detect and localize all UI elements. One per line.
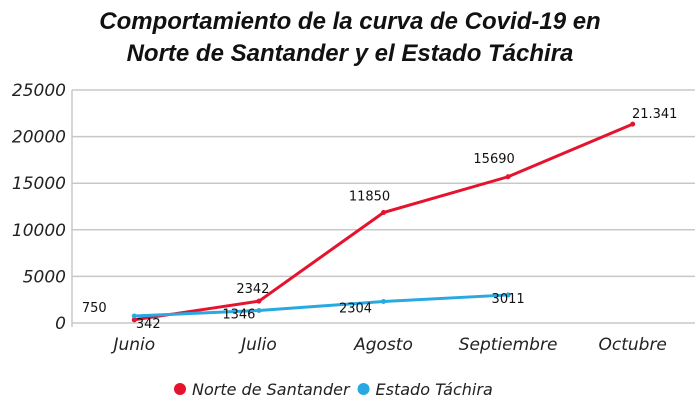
data-point: [131, 313, 137, 319]
data-label: 3011: [492, 292, 525, 307]
data-point: [505, 174, 511, 180]
data-label: 21.341: [632, 107, 678, 122]
y-tick-label: 25000: [12, 81, 66, 101]
data-label: 2304: [339, 302, 372, 317]
title-line-2: Norte de Santander y el Estado Táchira: [126, 40, 574, 67]
data-label: 750: [82, 301, 107, 316]
y-tick-label: 5000: [23, 267, 66, 287]
legend-marker: [357, 383, 370, 395]
legend-marker: [174, 383, 186, 395]
data-label: 2342: [236, 282, 269, 297]
series-line-1: [134, 122, 634, 322]
series-line-2: [134, 293, 509, 318]
data-label: 1346: [222, 307, 255, 322]
data-point: [381, 299, 386, 305]
legend-label: Estado Táchira: [376, 380, 493, 399]
x-tick-label: Julio: [238, 335, 277, 355]
data-point: [630, 121, 636, 127]
chart-title: Comportamiento de la curva de Covid-19 e…: [0, 6, 700, 70]
x-tick-label: Agosto: [353, 335, 413, 355]
y-tick-label: 0: [55, 314, 66, 334]
data-point: [381, 210, 386, 216]
x-tick-label: Septiembre: [459, 335, 558, 355]
x-tick-label: Junio: [110, 335, 155, 355]
data-label: 15690: [473, 152, 514, 167]
data-point: [256, 307, 262, 313]
y-tick-label: 20000: [12, 128, 66, 148]
data-label: 342: [136, 317, 161, 332]
data-point: [505, 292, 511, 298]
title-line-1: Comportamiento de la curva de Covid-19 e…: [99, 8, 601, 35]
data-point: [131, 317, 137, 323]
y-tick-label: 10000: [12, 221, 66, 241]
x-tick-label: Octubre: [598, 335, 666, 355]
data-point: [256, 298, 262, 304]
y-tick-label: 15000: [12, 174, 66, 194]
legend-label: Norte de Santander: [192, 380, 351, 399]
data-label: 11850: [349, 190, 390, 205]
